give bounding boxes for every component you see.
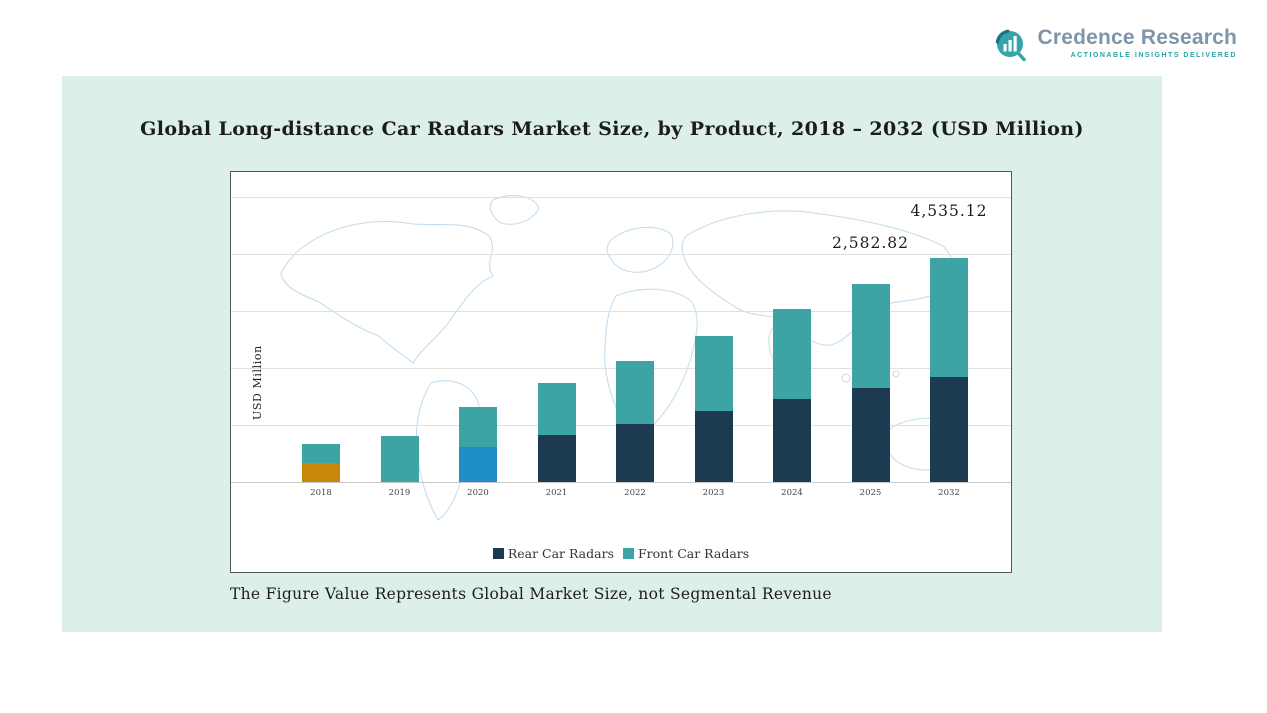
bar-segment-rear-car-radars xyxy=(459,447,497,482)
bar-value-label-2025: 2,582.82 xyxy=(831,234,910,252)
chart-title: Global Long-distance Car Radars Market S… xyxy=(140,118,1084,140)
gridline xyxy=(231,482,1011,483)
bar-2019: 2019 xyxy=(380,172,419,498)
gridline xyxy=(231,311,1011,312)
bar-2025: 2,582.82 2025 xyxy=(832,172,908,498)
logo-title: Credence Research xyxy=(1037,26,1237,49)
plot-area: 2018 2019 2020 2021 2022 2023 2024 2,582.82 2025… xyxy=(231,172,1011,498)
bar-segment-front-car-radars xyxy=(380,436,419,482)
bar-segment-front-car-radars xyxy=(851,284,890,388)
bar-segment-front-car-radars xyxy=(694,336,733,411)
legend-swatch-front-car-radars xyxy=(622,548,634,559)
legend-swatch-rear-car-radars xyxy=(492,548,504,559)
x-axis-tick-2018: 2018 xyxy=(310,488,332,498)
bar-2023: 2023 xyxy=(694,172,733,498)
chart-area: USD Million 2018 2019 2020 2021 2022 2023 2024… xyxy=(230,171,1012,573)
x-axis-tick-2023: 2023 xyxy=(702,488,725,498)
bar-segment-rear-car-radars xyxy=(302,463,340,482)
bar-segment-front-car-radars xyxy=(459,407,497,447)
bar-segment-rear-car-radars xyxy=(773,399,811,482)
slide-panel: Global Long-distance Car Radars Market S… xyxy=(62,76,1162,632)
figure-note: The Figure Value Represents Global Marke… xyxy=(230,585,832,603)
bar-value-label-2032: 4,535.12 xyxy=(910,202,988,220)
gridline xyxy=(231,254,1011,255)
x-axis-tick-2025: 2025 xyxy=(859,488,882,498)
x-axis-tick-2022: 2022 xyxy=(624,488,646,498)
legend-label-rear-car-radars: Rear Car Radars xyxy=(507,546,614,561)
legend-label-front-car-radars: Front Car Radars xyxy=(637,546,750,561)
bar-2032: 4,535.12 2032 xyxy=(910,172,986,498)
bar-segment-front-car-radars xyxy=(616,361,654,424)
legend: Rear Car Radars Front Car Radars xyxy=(231,546,1011,561)
x-axis-tick-2024: 2024 xyxy=(781,488,803,498)
x-axis-tick-2020: 2020 xyxy=(467,488,489,498)
x-axis-tick-2019: 2019 xyxy=(388,488,411,498)
logo-tagline: Actionable Insights Delivered xyxy=(1070,52,1237,60)
bar-segment-rear-car-radars xyxy=(851,388,890,482)
legend-item-front-car-radars: Front Car Radars xyxy=(622,546,750,561)
bar-2021: 2021 xyxy=(537,172,576,498)
bar-segment-rear-car-radars xyxy=(537,435,576,482)
bar-segment-rear-car-radars xyxy=(694,411,733,482)
bar-segment-rear-car-radars xyxy=(930,377,968,482)
bar-2020: 2020 xyxy=(459,172,497,498)
x-axis-tick-2021: 2021 xyxy=(545,488,568,498)
bar-segment-front-car-radars xyxy=(930,258,968,377)
bar-2022: 2022 xyxy=(616,172,654,498)
bar-segment-rear-car-radars xyxy=(616,424,654,482)
logo-bar-chart-icon xyxy=(991,26,1029,64)
bar-2024: 2024 xyxy=(773,172,811,498)
bar-segment-front-car-radars xyxy=(773,309,811,399)
gridline xyxy=(231,197,1011,198)
bar-segment-front-car-radars xyxy=(302,444,340,463)
credence-research-logo: Credence Research Actionable Insights De… xyxy=(991,26,1237,64)
bar-2018: 2018 xyxy=(302,172,340,498)
x-axis-tick-2032: 2032 xyxy=(938,488,960,498)
bar-segment-front-car-radars xyxy=(537,383,576,435)
legend-item-rear-car-radars: Rear Car Radars xyxy=(492,546,614,561)
